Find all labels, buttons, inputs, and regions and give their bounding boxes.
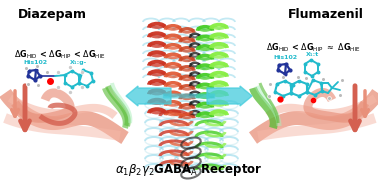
Text: X₁:g-: X₁:g-	[70, 60, 87, 65]
Text: $\Delta$G$_{\mathrm{HID}}$ < $\Delta$G$_{\mathrm{HIP}}$ $\approx$ $\Delta$G$_{\m: $\Delta$G$_{\mathrm{HID}}$ < $\Delta$G$_…	[265, 42, 361, 54]
Polygon shape	[39, 103, 77, 126]
Polygon shape	[259, 83, 279, 123]
Polygon shape	[0, 89, 129, 144]
Polygon shape	[105, 85, 131, 127]
FancyArrow shape	[126, 86, 171, 106]
Text: X₁:t: X₁:t	[307, 52, 320, 57]
Text: His102: His102	[23, 60, 47, 65]
Polygon shape	[265, 95, 377, 119]
Text: $\alpha_1\beta_2\gamma_2$GABA$_\mathrm{A}$ Receptor: $\alpha_1\beta_2\gamma_2$GABA$_\mathrm{A…	[115, 162, 263, 178]
FancyArrow shape	[207, 86, 252, 106]
Text: Flumazenil: Flumazenil	[288, 8, 364, 21]
Polygon shape	[3, 113, 121, 141]
Text: $\Delta$G$_{\mathrm{HID}}$ < $\Delta$G$_{\mathrm{HIP}}$ < $\Delta$G$_{\mathrm{HI: $\Delta$G$_{\mathrm{HID}}$ < $\Delta$G$_…	[14, 49, 106, 61]
Polygon shape	[102, 87, 129, 129]
Polygon shape	[257, 113, 376, 141]
Text: Diazepam: Diazepam	[17, 8, 87, 21]
Polygon shape	[255, 85, 282, 126]
Polygon shape	[8, 95, 118, 119]
Polygon shape	[304, 88, 369, 123]
Polygon shape	[110, 83, 132, 123]
Polygon shape	[249, 89, 378, 144]
Polygon shape	[11, 88, 74, 123]
Polygon shape	[249, 87, 278, 129]
Text: His102: His102	[273, 55, 297, 60]
